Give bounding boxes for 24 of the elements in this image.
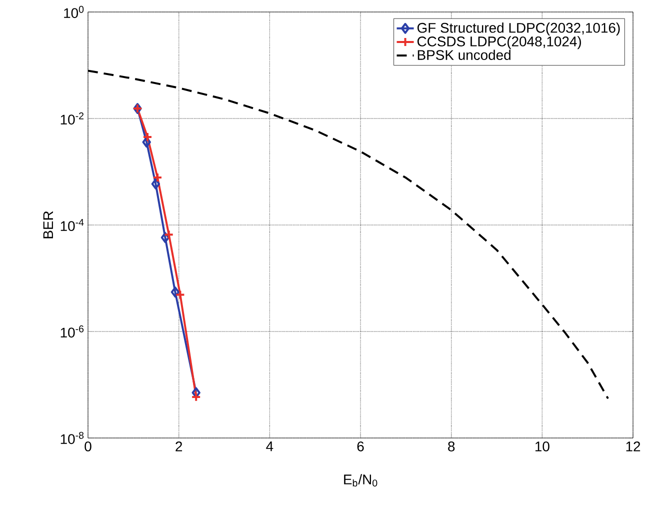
point [175,290,186,300]
y-tick-label: 10$^{-8}$ [60,432,84,444]
x-tick-label: 8 [448,442,455,452]
point [142,132,152,142]
x-tick-label: 0 [84,442,92,452]
x-tick-label: 4 [266,442,274,452]
point [152,172,162,182]
point [170,286,180,298]
x-tick-label: 10 [535,442,550,452]
y-axis-title: BER [43,211,53,238]
point [151,178,160,190]
y-tick-label: 10$^{-2}$ [60,112,84,125]
point [164,230,174,240]
x-tick-label: 6 [357,442,364,452]
y-tick-label: 10$^{0}$ [64,6,84,18]
y-tick-label: 10$^{-6}$ [60,325,84,338]
point [160,232,170,244]
x-tick-label: 2 [176,442,182,452]
x-tick-label: 12 [626,442,640,452]
legend-label: GF Structured LDPC(2032,1016) [417,22,620,36]
legend-label: BPSK uncoded [418,50,510,60]
legend-label: CCSDS LDPC(2048,1024) [417,36,581,50]
y-tick-label: 10$^{-4}$ [60,218,84,232]
x-axis-title: E$_{b}$/N$_{0}$ [344,474,378,487]
